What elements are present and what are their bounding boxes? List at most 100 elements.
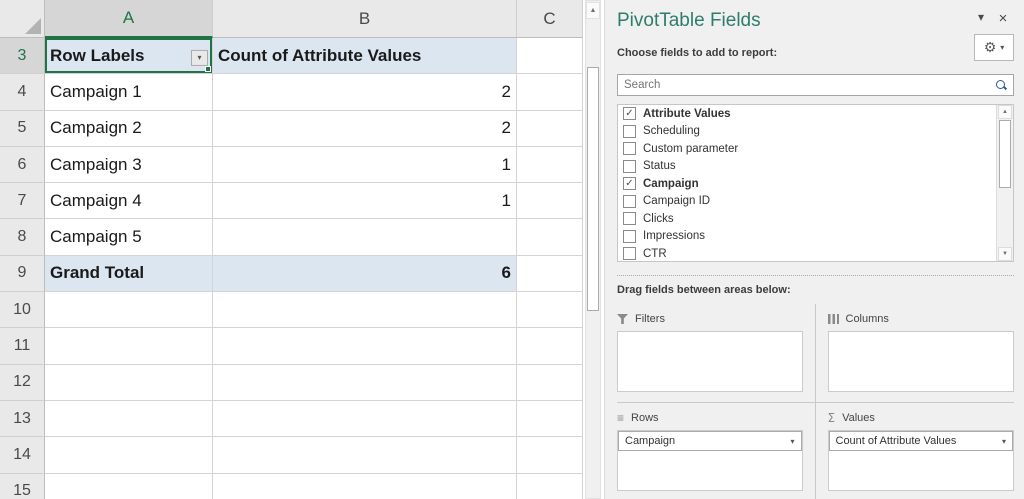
field-item-campaign-id[interactable]: Campaign ID bbox=[618, 193, 996, 211]
column-header-A[interactable]: A bbox=[45, 0, 213, 38]
field-item-status[interactable]: Status bbox=[618, 158, 996, 176]
cell-B5[interactable]: 2 bbox=[213, 110, 517, 147]
cell-B14[interactable] bbox=[213, 437, 517, 474]
checkbox-unchecked-icon[interactable] bbox=[623, 247, 636, 261]
row-labels-filter-dropdown-icon[interactable]: ▾ bbox=[191, 49, 208, 66]
cell-C9[interactable] bbox=[517, 255, 583, 293]
checkbox-checked-icon[interactable]: ✓ bbox=[623, 177, 636, 191]
fill-handle[interactable] bbox=[205, 66, 211, 73]
scroll-down-icon[interactable]: ▼ bbox=[998, 247, 1012, 261]
cell-B13[interactable] bbox=[213, 400, 517, 438]
field-item-campaign[interactable]: ✓ Campaign bbox=[618, 175, 996, 193]
cell-A14[interactable] bbox=[45, 437, 213, 474]
checkbox-unchecked-icon[interactable] bbox=[623, 212, 636, 226]
search-box[interactable] bbox=[617, 74, 1014, 96]
cell-A5[interactable]: Campaign 2 bbox=[45, 110, 213, 147]
row-header-10[interactable]: 10 bbox=[0, 292, 45, 329]
rows-drop-box[interactable]: Campaign ▾ bbox=[617, 430, 803, 491]
checkbox-checked-icon[interactable]: ✓ bbox=[623, 107, 636, 121]
row-header-13[interactable]: 13 bbox=[0, 400, 45, 438]
cell-C13[interactable] bbox=[517, 400, 583, 438]
row-header-5[interactable]: 5 bbox=[0, 110, 45, 147]
cell-C4[interactable] bbox=[517, 74, 583, 111]
column-header-C[interactable]: C bbox=[517, 0, 583, 38]
cell-C3[interactable] bbox=[517, 38, 583, 75]
columns-drop-box[interactable] bbox=[827, 331, 1014, 392]
row-header-14[interactable]: 14 bbox=[0, 437, 45, 474]
cell-B12[interactable] bbox=[213, 364, 517, 401]
row-header-3[interactable]: 3 bbox=[0, 38, 45, 75]
row-header-7[interactable]: 7 bbox=[0, 183, 45, 220]
cell-C5[interactable] bbox=[517, 110, 583, 147]
row-header-4[interactable]: 4 bbox=[0, 74, 45, 111]
filters-drop-box[interactable] bbox=[617, 331, 803, 392]
checkbox-unchecked-icon[interactable] bbox=[623, 124, 636, 138]
cell-A6[interactable]: Campaign 3 bbox=[45, 146, 213, 184]
cell-B11[interactable] bbox=[213, 328, 517, 365]
cell-C10[interactable] bbox=[517, 292, 583, 329]
row-header-11[interactable]: 11 bbox=[0, 328, 45, 365]
row-header-9[interactable]: 9 bbox=[0, 255, 45, 293]
column-header-B[interactable]: B bbox=[213, 0, 517, 38]
checkbox-unchecked-icon[interactable] bbox=[623, 142, 636, 156]
scroll-up-icon[interactable]: ▲ bbox=[998, 105, 1012, 119]
chevron-down-icon[interactable]: ▾ bbox=[1001, 436, 1006, 446]
field-item-clicks[interactable]: Clicks bbox=[618, 210, 996, 228]
cell-C6[interactable] bbox=[517, 146, 583, 184]
select-all-triangle-icon bbox=[25, 18, 41, 34]
tools-button[interactable]: ⚙ ▾ bbox=[974, 34, 1014, 61]
row-header-12[interactable]: 12 bbox=[0, 364, 45, 401]
cell-B3[interactable]: Count of Attribute Values bbox=[213, 38, 517, 75]
cell-A10[interactable] bbox=[45, 292, 213, 329]
cell-B7[interactable]: 1 bbox=[213, 183, 517, 220]
cell-B4[interactable]: 2 bbox=[213, 74, 517, 111]
cell-A7[interactable]: Campaign 4 bbox=[45, 183, 213, 220]
scroll-up-icon[interactable]: ▲ bbox=[586, 2, 600, 19]
columns-icon bbox=[827, 314, 839, 324]
cell-C7[interactable] bbox=[517, 183, 583, 220]
cell-B6[interactable]: 1 bbox=[213, 146, 517, 184]
field-item-scheduling[interactable]: Scheduling bbox=[618, 123, 996, 141]
cell-B8[interactable] bbox=[213, 219, 517, 256]
values-field-chip[interactable]: Count of Attribute Values ▾ bbox=[828, 431, 1013, 451]
cell-A13[interactable] bbox=[45, 400, 213, 438]
cell-A12[interactable] bbox=[45, 364, 213, 401]
pane-close-icon[interactable]: × bbox=[998, 10, 1008, 27]
cell-A9[interactable]: Grand Total bbox=[45, 255, 213, 293]
chevron-down-icon[interactable]: ▾ bbox=[790, 436, 795, 446]
grid-scrollbar-thumb[interactable] bbox=[587, 67, 599, 311]
cell-C11[interactable] bbox=[517, 328, 583, 365]
field-item-impressions[interactable]: Impressions bbox=[618, 228, 996, 246]
grid-vertical-scrollbar[interactable]: ▲ bbox=[585, 0, 601, 499]
cell-A8[interactable]: Campaign 5 bbox=[45, 219, 213, 256]
select-all-corner[interactable] bbox=[0, 0, 45, 38]
field-list-scrollbar[interactable]: ▲ ▼ bbox=[996, 105, 1013, 261]
field-item-attribute-values[interactable]: ✓ Attribute Values bbox=[618, 105, 996, 123]
checkbox-unchecked-icon[interactable] bbox=[623, 194, 636, 208]
pane-collapse-icon[interactable]: ▾ bbox=[977, 10, 985, 24]
row-header-6[interactable]: 6 bbox=[0, 146, 45, 184]
rows-field-chip[interactable]: Campaign ▾ bbox=[618, 431, 802, 451]
cell-C8[interactable] bbox=[517, 219, 583, 256]
cell-C12[interactable] bbox=[517, 364, 583, 401]
values-area-label: Values bbox=[842, 412, 875, 424]
row-header-8[interactable]: 8 bbox=[0, 219, 45, 256]
cell-B10[interactable] bbox=[213, 292, 517, 329]
cell-A11[interactable] bbox=[45, 328, 213, 365]
row-header-15[interactable]: 15 bbox=[0, 473, 45, 499]
checkbox-unchecked-icon[interactable] bbox=[623, 229, 636, 243]
cell-C14[interactable] bbox=[517, 437, 583, 474]
checkbox-unchecked-icon[interactable] bbox=[623, 159, 636, 173]
search-input[interactable] bbox=[624, 79, 995, 91]
field-item-custom-parameter[interactable]: Custom parameter bbox=[618, 140, 996, 158]
cell-B9[interactable]: 6 bbox=[213, 255, 517, 293]
values-drop-box[interactable]: Count of Attribute Values ▾ bbox=[827, 430, 1014, 491]
grid-row-10: 10 bbox=[0, 292, 604, 329]
cell-C15[interactable] bbox=[517, 473, 583, 499]
field-item-ctr[interactable]: CTR bbox=[618, 245, 996, 261]
cell-A4[interactable]: Campaign 1 bbox=[45, 74, 213, 111]
list-scrollbar-thumb[interactable] bbox=[999, 120, 1011, 188]
cell-A3[interactable]: Row Labels ▾ bbox=[45, 38, 213, 75]
cell-A15[interactable] bbox=[45, 473, 213, 499]
cell-B15[interactable] bbox=[213, 473, 517, 499]
